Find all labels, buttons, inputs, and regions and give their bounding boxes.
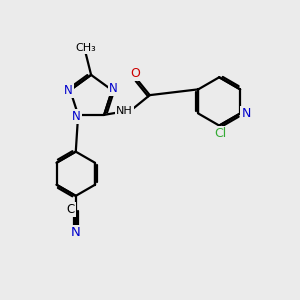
Text: N: N xyxy=(241,107,251,120)
Text: N: N xyxy=(64,84,73,97)
Text: Cl: Cl xyxy=(214,127,227,140)
Text: O: O xyxy=(131,67,140,80)
Text: N: N xyxy=(109,82,117,95)
Text: CH₃: CH₃ xyxy=(75,43,96,53)
Text: C: C xyxy=(66,202,75,216)
Text: N: N xyxy=(71,226,81,239)
Text: N: N xyxy=(72,110,81,123)
Text: NH: NH xyxy=(116,106,133,116)
